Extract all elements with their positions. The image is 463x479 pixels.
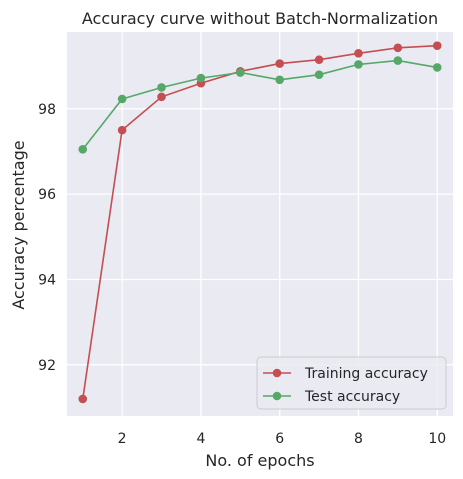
legend: Training accuracy Test accuracy (256, 356, 447, 410)
tick-labels: 2 4 6 8 10 92 94 96 98 (38, 102, 446, 447)
series-line (82, 59, 438, 150)
series-line (82, 44, 438, 400)
data-point (275, 75, 284, 85)
data-point (117, 94, 127, 104)
series-1 (78, 56, 442, 154)
legend-label: Training accuracy (304, 366, 428, 382)
y-tick-label: 92 (38, 358, 56, 374)
data-point (393, 56, 403, 65)
x-tick-label: 10 (428, 431, 446, 447)
x-tick-label: 4 (196, 431, 205, 447)
data-point (275, 59, 284, 68)
x-tick-label: 2 (118, 431, 127, 447)
data-point (157, 83, 166, 92)
data-point (393, 43, 403, 53)
data-point (78, 145, 88, 154)
data-point (432, 41, 442, 50)
data-point (236, 68, 245, 77)
legend-marker (272, 391, 282, 401)
legend-marker (272, 368, 282, 378)
data-point (314, 55, 324, 65)
x-tick-label: 8 (354, 431, 363, 447)
y-axis-label: Accuracy percentage (9, 140, 28, 309)
data-point (354, 60, 363, 69)
data-point (196, 73, 206, 83)
legend-item: Test accuracy (263, 389, 400, 405)
chart-title: Accuracy curve without Batch-Normalizati… (82, 9, 438, 28)
y-tick-label: 94 (38, 272, 56, 288)
data-point (354, 49, 363, 58)
legend-item: Training accuracy (263, 366, 428, 382)
legend-label: Test accuracy (304, 389, 400, 405)
data-point (432, 63, 442, 72)
series-layer (78, 41, 442, 404)
data-point (314, 70, 324, 79)
legend-box (256, 356, 447, 410)
x-tick-label: 6 (275, 431, 284, 447)
data-point (157, 92, 166, 102)
data-point (78, 394, 88, 404)
x-axis-label: No. of epochs (205, 451, 314, 470)
series-0 (78, 41, 442, 404)
data-point (117, 125, 127, 135)
y-tick-label: 98 (38, 102, 56, 118)
y-tick-label: 96 (38, 187, 56, 203)
